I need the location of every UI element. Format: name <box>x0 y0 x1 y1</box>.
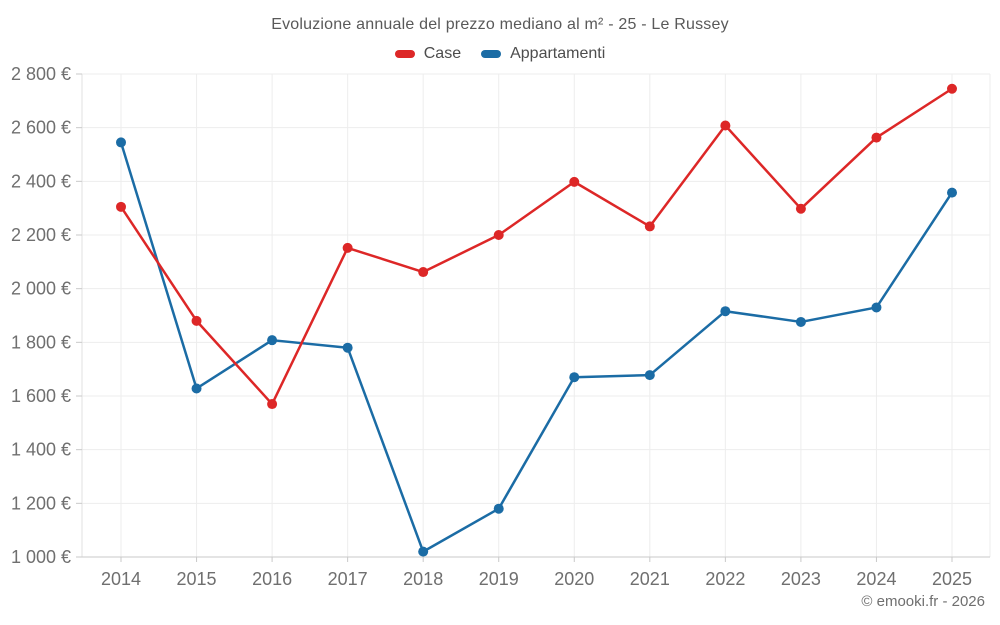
x-axis-label: 2020 <box>554 569 594 589</box>
y-axis-label: 2 800 € <box>11 64 71 84</box>
data-point-case-2017[interactable] <box>342 242 353 253</box>
data-point-case-2021[interactable] <box>644 221 655 232</box>
y-axis-label: 2 600 € <box>11 118 71 138</box>
data-point-case-2025[interactable] <box>947 83 957 94</box>
series-line-appartamenti <box>119 141 954 553</box>
data-point-case-2015[interactable] <box>191 315 202 326</box>
y-axis-label: 1 600 € <box>11 386 71 406</box>
x-axis-label: 2024 <box>856 569 896 589</box>
data-point-appartamenti-2020[interactable] <box>569 372 580 383</box>
y-axis-label: 1 800 € <box>11 332 71 352</box>
data-point-appartamenti-2024[interactable] <box>871 302 882 313</box>
data-point-appartamenti-2025[interactable] <box>947 187 957 198</box>
x-axis-label: 2025 <box>932 569 972 589</box>
data-point-appartamenti-2015[interactable] <box>191 383 202 394</box>
data-point-appartamenti-2017[interactable] <box>342 342 353 353</box>
case-series-swatch <box>394 50 415 58</box>
x-axis-label: 2021 <box>630 569 670 589</box>
x-axis-label: 2015 <box>177 569 217 589</box>
y-axis-label: 2 200 € <box>11 225 71 245</box>
data-point-case-2022[interactable] <box>720 120 731 131</box>
x-axis-label: 2014 <box>101 569 141 589</box>
data-point-case-2024[interactable] <box>871 132 882 143</box>
y-axis-label: 2 400 € <box>11 171 71 191</box>
data-point-case-2014[interactable] <box>116 201 126 212</box>
data-point-appartamenti-2022[interactable] <box>720 306 731 317</box>
y-axis-label: 1 200 € <box>11 493 71 513</box>
data-point-case-2019[interactable] <box>493 230 504 240</box>
data-point-appartamenti-2018[interactable] <box>418 546 429 557</box>
y-axis-label: 1 400 € <box>11 440 71 460</box>
data-point-appartamenti-2019[interactable] <box>493 503 504 514</box>
data-point-appartamenti-2021[interactable] <box>644 370 655 381</box>
legend-label-case: Case <box>423 45 462 62</box>
legend-label-appartamenti: Appartamenti <box>510 45 606 62</box>
data-point-appartamenti-2023[interactable] <box>795 316 806 327</box>
chart-legend: Case Appartamenti <box>0 45 1000 63</box>
series-line-case <box>119 87 954 406</box>
data-point-case-2020[interactable] <box>569 176 580 187</box>
legend-item-appartamenti[interactable]: Appartamenti <box>481 45 605 63</box>
data-point-appartamenti-2016[interactable] <box>267 335 278 346</box>
x-axis-label: 2017 <box>328 569 368 589</box>
y-axis-label: 2 000 € <box>11 279 71 299</box>
copyright-footer: © emooki.fr - 2026 <box>861 593 985 610</box>
data-point-case-2023[interactable] <box>795 203 806 214</box>
appartamenti-series-swatch <box>481 50 502 58</box>
data-point-case-2018[interactable] <box>418 267 429 278</box>
data-point-case-2016[interactable] <box>267 399 278 410</box>
x-axis-label: 2023 <box>781 569 821 589</box>
x-axis-label: 2016 <box>252 569 292 589</box>
x-axis-label: 2019 <box>479 569 519 589</box>
y-axis-label: 1 000 € <box>11 547 71 567</box>
x-axis-label: 2022 <box>705 569 745 589</box>
legend-item-case[interactable]: Case <box>394 45 462 63</box>
chart-title: Evoluzione annuale del prezzo mediano al… <box>271 16 729 33</box>
data-point-appartamenti-2014[interactable] <box>116 137 126 148</box>
x-axis-label: 2018 <box>403 569 443 589</box>
